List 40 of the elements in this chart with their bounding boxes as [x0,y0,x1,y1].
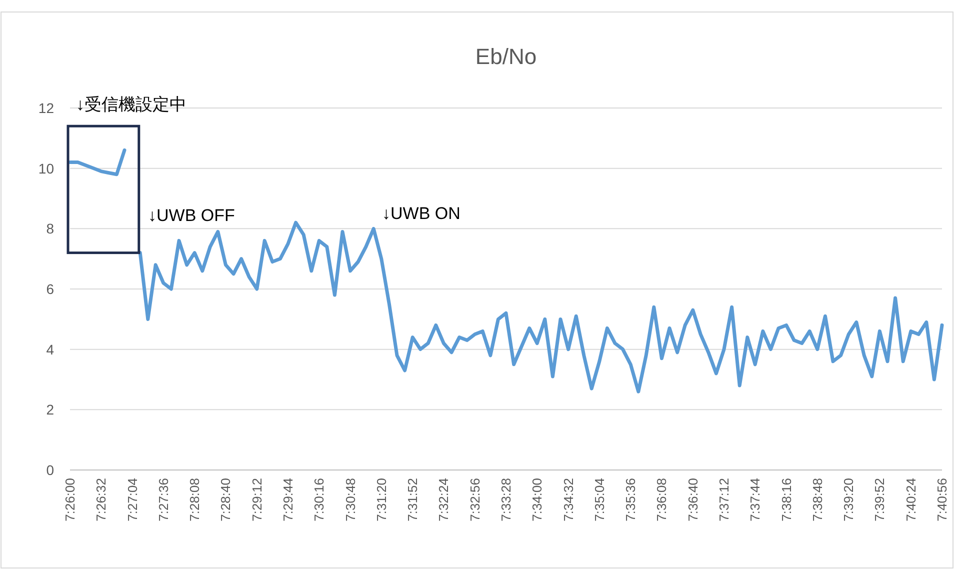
x-tick-label: 7:35:04 [592,478,607,522]
x-tick-label: 7:27:36 [156,478,171,522]
x-tick-label: 7:30:48 [342,478,358,522]
x-tick-label: 7:32:24 [436,478,452,522]
x-tick-label: 7:29:12 [249,478,264,522]
y-tick-label: 4 [46,341,54,358]
x-tick-label: 7:35:36 [623,478,638,522]
x-tick-label: 7:33:28 [498,478,514,522]
y-tick-label: 10 [38,160,54,176]
x-tick-label: 7:40:56 [934,478,950,522]
chart-title: Eb/No [475,44,537,69]
x-tick-label: 7:34:00 [530,478,545,522]
x-tick-label: 7:29:44 [280,478,296,522]
x-tick-label: 7:26:32 [94,478,109,522]
y-tick-label: 2 [46,402,54,418]
x-tick-label: 7:31:20 [374,478,389,522]
annotation: ↓UWB OFF [148,206,235,225]
annotation: ↓受信機設定中 [76,95,186,114]
x-tick-label: 7:39:52 [872,478,888,522]
x-tick-label: 7:37:12 [716,478,732,522]
y-tick-label: 0 [46,462,54,478]
x-tick-label: 7:31:52 [405,478,420,522]
y-tick-label: 12 [38,100,54,116]
y-tick-label: 6 [46,281,54,297]
x-tick-label: 7:34:32 [560,478,576,522]
x-tick-label: 7:32:56 [467,478,482,522]
x-tick-label: 7:37:44 [748,478,763,522]
x-tick-label: 7:26:00 [62,478,78,522]
annotation: ↓UWB ON [382,204,460,223]
x-tick-label: 7:38:48 [810,478,825,522]
x-tick-label: 7:28:08 [187,478,202,522]
x-tick-label: 7:40:24 [903,478,918,522]
x-tick-label: 7:39:20 [841,478,856,522]
y-tick-label: 8 [46,220,54,237]
x-tick-label: 7:27:04 [124,478,140,522]
x-tick-label: 7:36:40 [685,478,700,522]
x-tick-label: 7:38:16 [778,478,794,522]
x-tick-label: 7:30:16 [312,478,327,522]
x-tick-label: 7:36:08 [654,478,670,522]
x-tick-label: 7:28:40 [218,478,234,522]
